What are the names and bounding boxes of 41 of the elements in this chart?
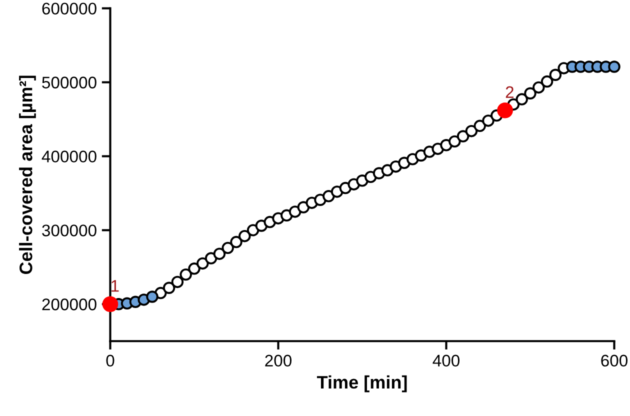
point	[180, 268, 192, 281]
point	[222, 242, 234, 254]
point	[230, 236, 242, 248]
y-tick-label: 400000	[42, 150, 96, 162]
point	[532, 81, 545, 94]
annotation: 1	[112, 280, 119, 292]
point	[204, 252, 218, 264]
point	[146, 290, 158, 303]
point	[246, 224, 260, 236]
point	[448, 135, 461, 148]
point	[322, 190, 335, 202]
point	[482, 114, 494, 127]
y-tick-label: 300000	[42, 224, 96, 236]
x-tick-label: 400	[432, 354, 460, 367]
point	[188, 262, 200, 275]
annotation: 2	[506, 86, 514, 98]
point	[540, 75, 554, 88]
point	[102, 296, 118, 312]
y-tick-label: 500000	[42, 76, 96, 88]
x-tick-label: 0	[106, 354, 114, 367]
y-axis-title: Cell-covered area [µm²]	[19, 76, 36, 274]
point	[497, 102, 513, 118]
point	[456, 130, 470, 142]
point	[524, 87, 536, 100]
point	[213, 248, 226, 260]
x-tick-label: 200	[265, 354, 292, 367]
y-tick-label: 600000	[42, 2, 96, 15]
point	[297, 201, 310, 214]
point	[608, 60, 620, 73]
point	[196, 257, 209, 270]
point	[171, 276, 184, 288]
point	[465, 124, 478, 138]
point	[516, 93, 528, 106]
x-axis-title: Time [min]	[316, 375, 407, 392]
point	[549, 68, 562, 82]
y-tick-label: 200000	[42, 298, 96, 310]
point	[288, 206, 302, 218]
point	[238, 230, 251, 242]
point	[474, 120, 486, 132]
x-tick-label: 600	[601, 354, 628, 367]
point	[162, 282, 176, 294]
